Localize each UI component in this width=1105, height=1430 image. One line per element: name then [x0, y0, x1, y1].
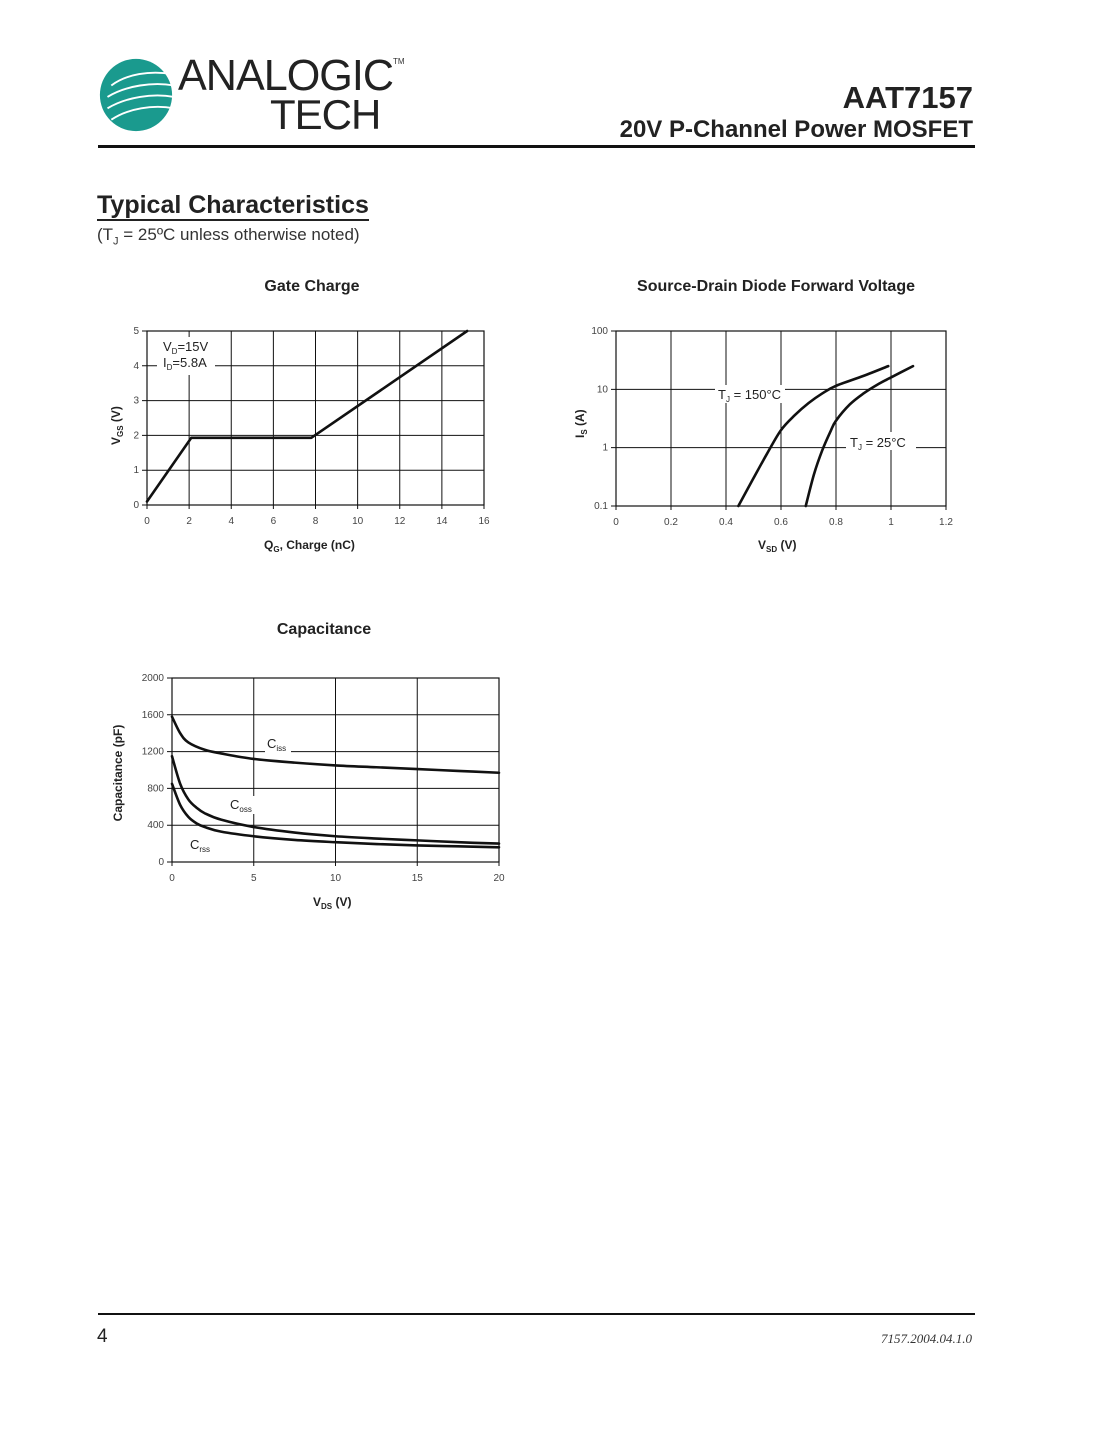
svg-text:400: 400 [147, 820, 164, 831]
svg-text:2000: 2000 [142, 673, 165, 684]
svg-text:Capacitance (pF): Capacitance (pF) [111, 725, 125, 822]
page-number: 4 [97, 1326, 108, 1347]
svg-text:VDS (V): VDS (V) [313, 895, 351, 911]
svg-text:0: 0 [133, 500, 139, 511]
svg-text:10: 10 [352, 516, 364, 527]
document-subtitle: 20V P-Channel Power MOSFET [619, 116, 973, 143]
svg-text:1.2: 1.2 [939, 517, 953, 528]
svg-text:8: 8 [313, 516, 319, 527]
svg-text:2: 2 [133, 430, 139, 441]
svg-text:3: 3 [133, 396, 139, 407]
trademark-mark: TM [393, 57, 405, 66]
series-tj-150-c [737, 364, 890, 508]
document-code: 7157.2004.04.1.0 [881, 1331, 972, 1346]
svg-text:Crss: Crss [190, 837, 210, 854]
svg-text:0: 0 [613, 517, 619, 528]
svg-text:16: 16 [478, 516, 490, 527]
svg-text:1600: 1600 [142, 710, 165, 721]
series-vgs [145, 329, 469, 503]
brand-name: ANALOGIC [178, 51, 394, 100]
svg-text:0: 0 [158, 857, 164, 868]
svg-text:800: 800 [147, 783, 164, 794]
svg-text:10: 10 [330, 873, 342, 884]
svg-text:15: 15 [412, 873, 424, 884]
svg-text:12: 12 [394, 516, 406, 527]
svg-text:ID=5.8A: ID=5.8A [163, 355, 207, 372]
series-ciss [170, 715, 501, 775]
analogic-logo-icon [99, 58, 175, 132]
svg-text:4: 4 [133, 361, 139, 372]
svg-text:0.8: 0.8 [829, 517, 843, 528]
chart-title-gate-charge: Gate Charge [264, 278, 360, 295]
part-number: AAT7157 [842, 80, 973, 115]
footer-divider [98, 1313, 975, 1315]
svg-text:1: 1 [602, 443, 608, 454]
svg-text:0.2: 0.2 [664, 517, 678, 528]
svg-text:VD=15V: VD=15V [163, 339, 209, 356]
header-divider [98, 145, 975, 148]
svg-text:4: 4 [228, 516, 234, 527]
svg-text:Coss: Coss [230, 797, 252, 814]
svg-text:1: 1 [133, 465, 139, 476]
svg-text:14: 14 [436, 516, 448, 527]
svg-text:0: 0 [169, 873, 175, 884]
chart-title-capacitance: Capacitance [276, 621, 372, 638]
series-coss [170, 754, 501, 845]
svg-text:VGS (V): VGS (V) [109, 406, 125, 445]
svg-text:VSD (V): VSD (V) [758, 538, 796, 554]
svg-text:0.6: 0.6 [774, 517, 788, 528]
svg-text:1200: 1200 [142, 747, 165, 758]
svg-text:5: 5 [251, 873, 257, 884]
svg-text:2: 2 [186, 516, 192, 527]
series-crss [170, 782, 501, 849]
svg-text:Ciss: Ciss [267, 736, 286, 753]
svg-text:100: 100 [591, 326, 608, 337]
brand-name-line2: TECH [270, 91, 381, 138]
svg-text:TJ = 150°C: TJ = 150°C [718, 387, 781, 404]
svg-text:6: 6 [271, 516, 277, 527]
chart-title-source-drain: Source-Drain Diode Forward Voltage [637, 278, 915, 295]
svg-text:0.4: 0.4 [719, 517, 733, 528]
svg-text:IS (A): IS (A) [573, 409, 589, 438]
svg-text:TJ = 25°C: TJ = 25°C [850, 435, 906, 452]
svg-text:10: 10 [597, 384, 609, 395]
source-drain-diode-chart: 0 0.2 0.4 0.6 0.8 1 1.2 0.1 1 10 100 TJ = 150°C TJ =… [573, 326, 953, 554]
section-condition: (TJ = 25ºC unless otherwise noted) [97, 225, 360, 248]
svg-text:0.1: 0.1 [594, 501, 608, 512]
svg-text:0: 0 [144, 516, 150, 527]
svg-text:5: 5 [133, 326, 139, 337]
series-tj-25-c [804, 364, 915, 508]
capacitance-chart: 0 5 10 15 20 0 400 800 1200 1600 2000 Ciss Coss Crss V… [111, 673, 505, 911]
section-title: Typical Characteristics [97, 191, 369, 221]
svg-text:1: 1 [888, 517, 894, 528]
svg-text:QG, Charge (nC): QG, Charge (nC) [264, 538, 355, 554]
svg-text:20: 20 [493, 873, 505, 884]
